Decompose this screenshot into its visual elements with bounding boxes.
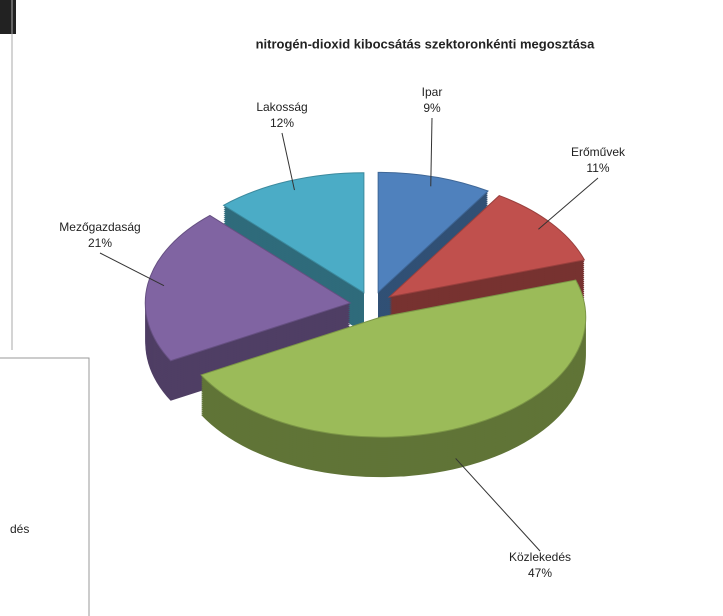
slice-label: Lakosság <box>256 100 307 114</box>
side-box <box>0 357 90 616</box>
slice <box>200 279 587 438</box>
slice-label: Közlekedés <box>509 550 571 564</box>
slice-value-label: 21% <box>88 236 112 250</box>
slice <box>377 171 489 294</box>
corner-mark <box>0 0 16 34</box>
leader-line <box>455 458 541 552</box>
slice-value-label: 9% <box>423 101 441 115</box>
leader-line <box>99 252 165 287</box>
leader-line <box>281 132 295 191</box>
leader-line <box>430 117 433 187</box>
slice <box>144 214 352 362</box>
slice-value-label: 11% <box>586 161 609 175</box>
slice-value-label: 12% <box>270 116 294 130</box>
leader-line <box>538 177 599 230</box>
slice <box>222 172 365 294</box>
slice-label: Mezőgazdaság <box>59 220 140 234</box>
partial-text: dés <box>10 522 29 536</box>
slice-label: Erőművek <box>571 145 626 159</box>
slice <box>387 195 586 298</box>
slice-value-label: 47% <box>528 566 552 580</box>
chart-title: nitrogén-dioxid kibocsátás szektoronként… <box>256 36 596 51</box>
slice-label: Ipar <box>422 85 443 99</box>
